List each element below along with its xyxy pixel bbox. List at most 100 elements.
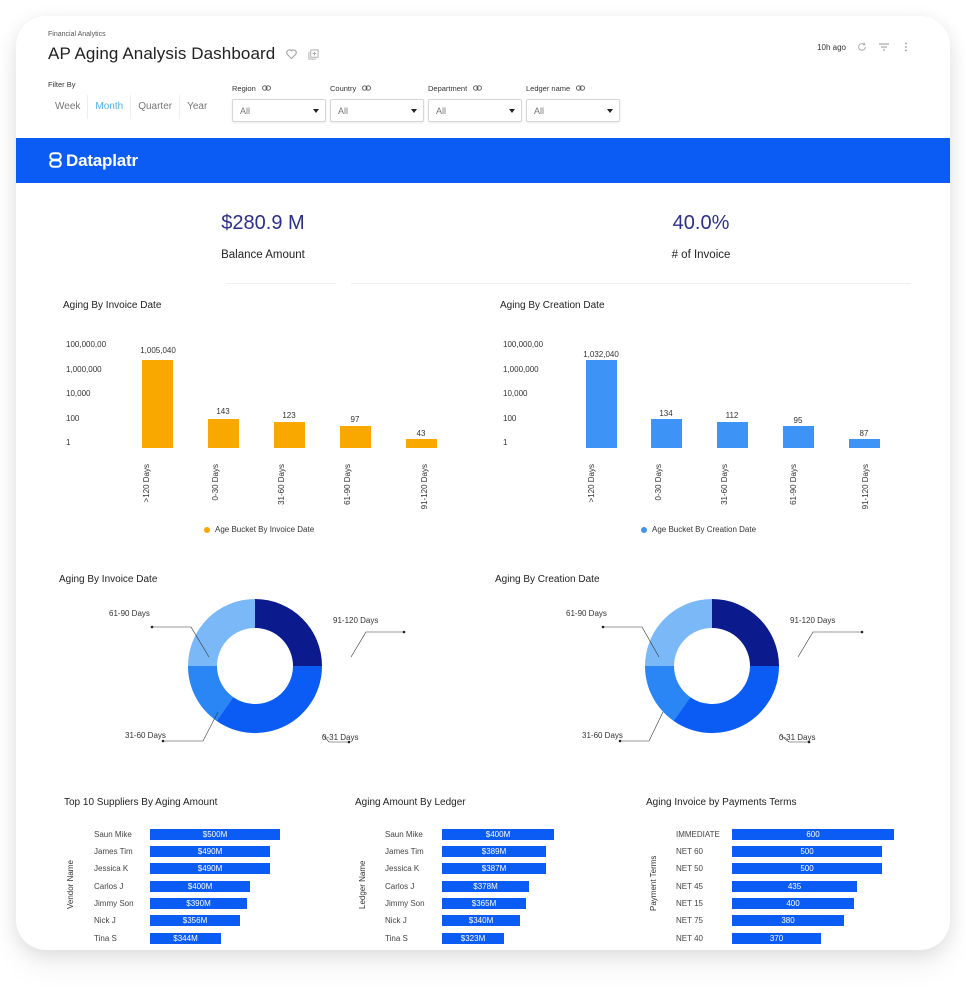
x-tick: >120 Days [142, 464, 151, 503]
tab-year[interactable]: Year [180, 95, 215, 119]
bar[interactable]: 400 [732, 898, 854, 909]
segment-61-90[interactable] [645, 599, 712, 666]
bar[interactable]: 500 [732, 846, 882, 857]
legend-label: Age Bucket By Creation Date [652, 525, 757, 534]
pie-label: 61-90 Days [566, 609, 607, 618]
x-tick: 91-120 Days [861, 464, 870, 510]
bar[interactable]: $356M [150, 915, 240, 926]
copy-icon[interactable] [307, 48, 319, 60]
category-label: NET 75 [676, 916, 703, 925]
segment-31-60[interactable] [645, 666, 691, 721]
bar[interactable] [340, 426, 371, 448]
category-label: Nick J [94, 916, 116, 925]
bar[interactable]: $340M [442, 915, 520, 926]
divider [226, 283, 336, 284]
chart-title: Aging Amount By Ledger [355, 797, 466, 808]
bar[interactable]: $378M [442, 881, 529, 892]
link-icon [576, 85, 586, 91]
brand-bar: Dataplatr [16, 138, 950, 183]
bar[interactable] [208, 419, 239, 448]
segment-61-90[interactable] [188, 599, 255, 666]
bar[interactable]: $323M [442, 933, 504, 944]
chart-title: Aging By Invoice Date [59, 574, 158, 585]
category-label: James Tim [94, 847, 133, 856]
pie-label: 61-90 Days [109, 609, 150, 618]
x-tick: 0-30 Days [654, 464, 663, 501]
heart-icon[interactable] [285, 48, 297, 60]
y-axis-label: Ledger Name [358, 860, 367, 909]
database-logo-icon [49, 152, 62, 168]
bar[interactable]: $387M [442, 863, 546, 874]
tab-month[interactable]: Month [88, 95, 132, 119]
segment-31-60[interactable] [187, 666, 234, 721]
tab-quarter[interactable]: Quarter [131, 95, 181, 119]
bar[interactable]: $500M [150, 829, 280, 840]
bar[interactable]: $490M [150, 863, 270, 874]
bar[interactable]: $390M [150, 898, 247, 909]
pie-label: 0-31 Days [322, 733, 359, 742]
kpi-label: Balance Amount [221, 249, 305, 261]
bar[interactable]: $400M [150, 881, 250, 892]
filter-icon[interactable] [878, 41, 890, 53]
bar[interactable]: 500 [732, 863, 882, 874]
segment-0-31[interactable] [216, 666, 323, 734]
dashboard-card: Financial Analytics AP Aging Analysis Da… [16, 16, 950, 950]
x-tick: 61-90 Days [789, 464, 798, 505]
y-tick: 100 [66, 414, 80, 423]
category-label: NET 15 [676, 899, 703, 908]
bar[interactable]: $400M [442, 829, 554, 840]
pie-label: 0-31 Days [779, 733, 816, 742]
tab-week[interactable]: Week [48, 95, 89, 119]
y-tick: 1,000,000 [503, 365, 539, 374]
bar[interactable] [849, 439, 880, 448]
bar[interactable] [406, 439, 437, 448]
ledger-select[interactable]: All [526, 99, 620, 122]
category-label: Tina S [385, 934, 408, 943]
bar[interactable] [586, 360, 617, 448]
department-value: All [436, 105, 447, 116]
department-label: Department [428, 83, 468, 93]
legend[interactable]: Age Bucket By Invoice Date [204, 525, 314, 534]
bar-value-label: 123 [282, 411, 296, 420]
bar[interactable]: $490M [150, 846, 270, 857]
bar[interactable] [274, 422, 305, 448]
segment-91-120[interactable] [255, 599, 322, 666]
x-tick: 0-30 Days [211, 464, 220, 501]
y-tick: 100,000,00 [503, 340, 544, 349]
category-label: James Tim [385, 847, 424, 856]
bar[interactable] [717, 422, 748, 448]
bar[interactable]: 435 [732, 881, 857, 892]
x-tick: 31-60 Days [277, 464, 286, 505]
caret-down-icon [607, 108, 613, 113]
region-select[interactable]: All [232, 99, 326, 122]
category-label: Jimmy Son [94, 899, 134, 908]
kpi-balance-amount: $280.9 M Balance Amount [113, 212, 413, 261]
more-vertical-icon[interactable] [900, 41, 912, 53]
ledger-label: Ledger name [526, 83, 571, 93]
department-select[interactable]: All [428, 99, 522, 122]
breadcrumb[interactable]: Financial Analytics [48, 31, 106, 38]
caret-down-icon [509, 108, 515, 113]
country-value: All [338, 105, 349, 116]
legend[interactable]: Age Bucket By Creation Date [641, 525, 756, 534]
department-filter: Department All [428, 82, 522, 122]
bar[interactable]: 600 [732, 829, 894, 840]
y-tick: 1 [66, 438, 71, 447]
bar[interactable]: 380 [732, 915, 844, 926]
segment-0-31[interactable] [673, 666, 780, 734]
y-axis-label: Vendor Name [66, 860, 75, 909]
bar[interactable]: $389M [442, 846, 546, 857]
x-tick: 61-90 Days [343, 464, 352, 505]
segment-91-120[interactable] [712, 599, 779, 666]
bar[interactable]: $365M [442, 898, 526, 909]
bar[interactable]: 370 [732, 933, 821, 944]
bar[interactable]: $344M [150, 933, 221, 944]
country-select[interactable]: All [330, 99, 424, 122]
bar[interactable] [142, 360, 173, 448]
refresh-icon[interactable] [856, 41, 868, 53]
bar[interactable] [651, 419, 682, 448]
ledger-filter: Ledger name All [526, 82, 620, 122]
title-row: AP Aging Analysis Dashboard [48, 44, 319, 64]
legend-label: Age Bucket By Invoice Date [215, 525, 315, 534]
bar[interactable] [783, 426, 814, 448]
